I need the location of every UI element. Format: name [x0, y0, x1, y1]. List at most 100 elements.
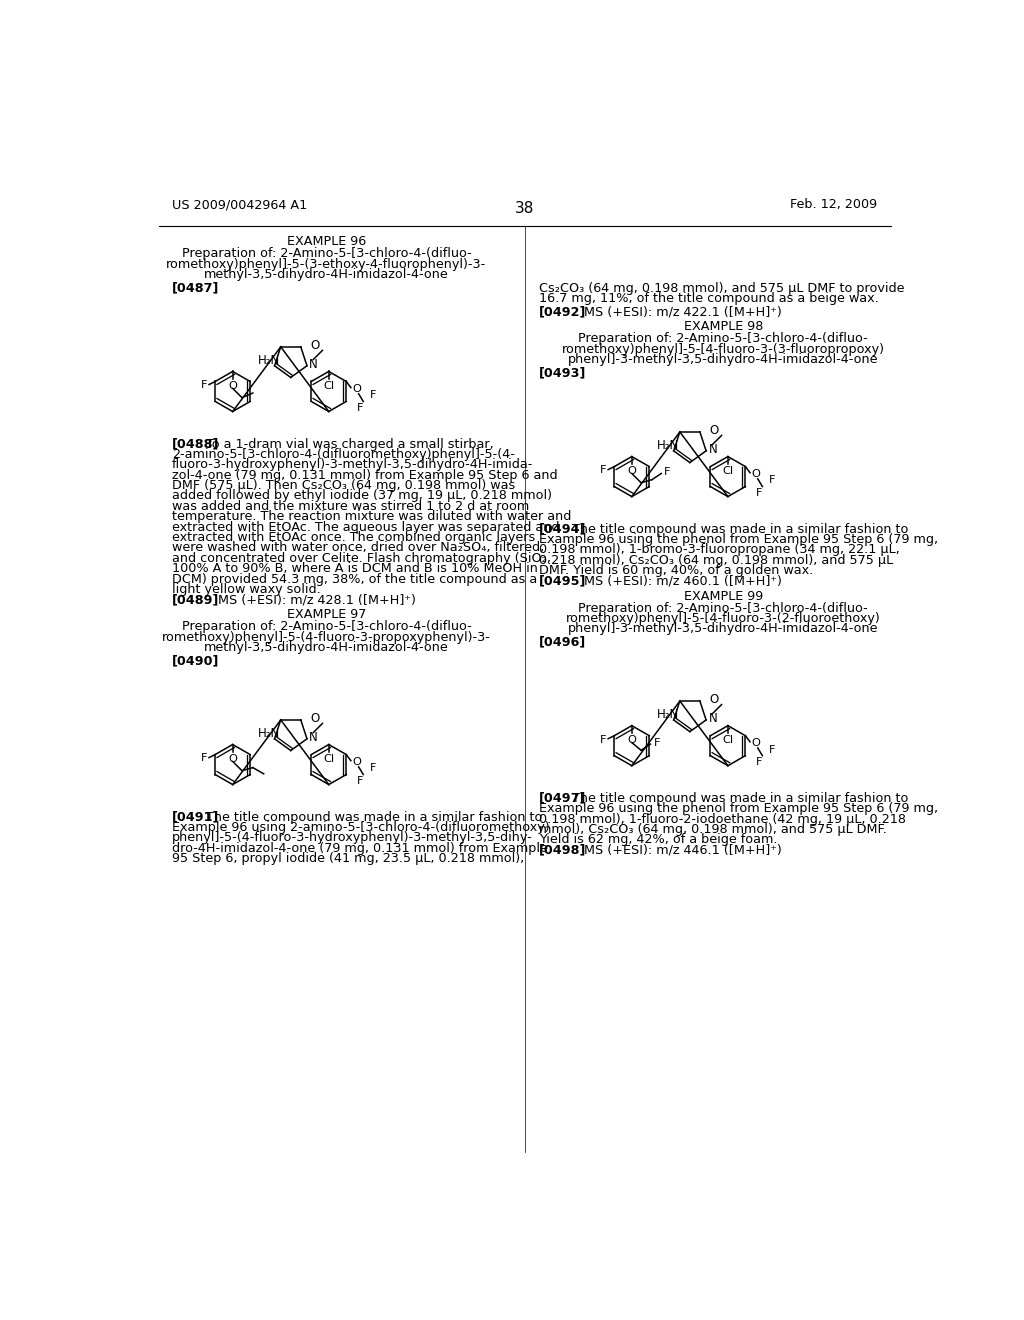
- Text: 95 Step 6, propyl iodide (41 mg, 23.5 μL, 0.218 mmol),: 95 Step 6, propyl iodide (41 mg, 23.5 μL…: [172, 853, 524, 865]
- Text: [0489]: [0489]: [172, 594, 219, 606]
- Text: Feb. 12, 2009: Feb. 12, 2009: [791, 198, 878, 211]
- Text: [0493]: [0493]: [539, 367, 586, 380]
- Text: extracted with EtOAc. The aqueous layer was separated and: extracted with EtOAc. The aqueous layer …: [172, 520, 560, 533]
- Text: [0498]: [0498]: [539, 843, 586, 857]
- Text: O: O: [628, 735, 636, 744]
- Text: F: F: [653, 738, 660, 747]
- Text: dro-4H-imidazol-4-one (79 mg, 0.131 mmol) from Example: dro-4H-imidazol-4-one (79 mg, 0.131 mmol…: [172, 842, 548, 855]
- Text: Cl: Cl: [324, 380, 335, 391]
- Text: N: N: [309, 358, 318, 371]
- Text: To a 1-dram vial was charged a small stirbar,: To a 1-dram vial was charged a small sti…: [202, 437, 494, 450]
- Text: O: O: [710, 424, 719, 437]
- Text: O: O: [310, 339, 319, 352]
- Text: [0492]: [0492]: [539, 305, 586, 318]
- Text: F: F: [600, 466, 606, 475]
- Text: Yield is 62 mg, 42%, of a beige foam.: Yield is 62 mg, 42%, of a beige foam.: [539, 833, 777, 846]
- Text: and concentrated over Celite. Flash chromatography (SiO₂,: and concentrated over Celite. Flash chro…: [172, 552, 551, 565]
- Text: [0488]: [0488]: [172, 437, 219, 450]
- Text: F: F: [769, 475, 775, 486]
- Text: phenyl]-3-methyl-3,5-dihydro-4H-imidazol-4-one: phenyl]-3-methyl-3,5-dihydro-4H-imidazol…: [568, 354, 879, 366]
- Text: 0.198 mmol), 1-bromo-3-fluoropropane (34 mg, 22.1 μL,: 0.198 mmol), 1-bromo-3-fluoropropane (34…: [539, 544, 899, 557]
- Text: DCM) provided 54.3 mg, 38%, of the title compound as a: DCM) provided 54.3 mg, 38%, of the title…: [172, 573, 538, 586]
- Text: extracted with EtOAc once. The combined organic layers: extracted with EtOAc once. The combined …: [172, 531, 536, 544]
- Text: N: N: [309, 731, 318, 743]
- Text: 38: 38: [515, 201, 535, 215]
- Text: O: O: [352, 758, 361, 767]
- Text: Preparation of: 2-Amino-5-[3-chloro-4-(difluo-: Preparation of: 2-Amino-5-[3-chloro-4-(d…: [579, 333, 868, 346]
- Text: EXAMPLE 97: EXAMPLE 97: [287, 609, 367, 622]
- Text: MS (+ESI): m/z 428.1 ([M+H]⁺): MS (+ESI): m/z 428.1 ([M+H]⁺): [202, 594, 416, 606]
- Text: 0.198 mmol), 1-fluoro-2-iodoethane (42 mg, 19 μL, 0.218: 0.198 mmol), 1-fluoro-2-iodoethane (42 m…: [539, 813, 906, 825]
- Text: EXAMPLE 98: EXAMPLE 98: [683, 321, 763, 334]
- Text: 2-amino-5-[3-chloro-4-(difluoromethoxy)phenyl]-5-(4-: 2-amino-5-[3-chloro-4-(difluoromethoxy)p…: [172, 447, 515, 461]
- Text: F: F: [665, 467, 671, 477]
- Text: [0487]: [0487]: [172, 281, 219, 294]
- Text: F: F: [769, 744, 775, 755]
- Text: O: O: [752, 738, 761, 748]
- Text: romethoxy)phenyl]-5-(3-ethoxy-4-fluorophenyl)-3-: romethoxy)phenyl]-5-(3-ethoxy-4-fluoroph…: [166, 257, 486, 271]
- Text: F: F: [370, 391, 376, 400]
- Text: 100% A to 90% B, where A is DCM and B is 10% MeOH in: 100% A to 90% B, where A is DCM and B is…: [172, 562, 538, 576]
- Text: The title compound was made in a similar fashion to: The title compound was made in a similar…: [202, 810, 542, 824]
- Text: F: F: [600, 734, 606, 744]
- Text: 0.218 mmol), Cs₂CO₃ (64 mg, 0.198 mmol), and 575 μL: 0.218 mmol), Cs₂CO₃ (64 mg, 0.198 mmol),…: [539, 554, 893, 566]
- Text: H₂N: H₂N: [656, 438, 679, 451]
- Text: The title compound was made in a similar fashion to: The title compound was made in a similar…: [568, 792, 908, 805]
- Text: F: F: [370, 763, 376, 774]
- Text: Example 96 using the phenol from Example 95 Step 6 (79 mg,: Example 96 using the phenol from Example…: [539, 533, 938, 546]
- Text: F: F: [756, 488, 763, 498]
- Text: O: O: [352, 384, 361, 395]
- Text: methyl-3,5-dihydro-4H-imidazol-4-one: methyl-3,5-dihydro-4H-imidazol-4-one: [204, 642, 449, 655]
- Text: [0491]: [0491]: [172, 810, 219, 824]
- Text: [0495]: [0495]: [539, 574, 586, 587]
- Text: was added and the mixture was stirred 1 to 2 d at room: was added and the mixture was stirred 1 …: [172, 500, 529, 513]
- Text: [0497]: [0497]: [539, 792, 586, 805]
- Text: phenyl]-3-methyl-3,5-dihydro-4H-imidazol-4-one: phenyl]-3-methyl-3,5-dihydro-4H-imidazol…: [568, 622, 879, 635]
- Text: H₂N: H₂N: [258, 727, 280, 739]
- Text: mmol), Cs₂CO₃ (64 mg, 0.198 mmol), and 575 μL DMF.: mmol), Cs₂CO₃ (64 mg, 0.198 mmol), and 5…: [539, 822, 887, 836]
- Text: romethoxy)phenyl]-5-[4-fluoro-3-(3-fluoropropoxy): romethoxy)phenyl]-5-[4-fluoro-3-(3-fluor…: [562, 343, 885, 356]
- Text: added followed by ethyl iodide (37 mg, 19 μL, 0.218 mmol): added followed by ethyl iodide (37 mg, 1…: [172, 490, 552, 503]
- Text: US 2009/0042964 A1: US 2009/0042964 A1: [172, 198, 307, 211]
- Text: Cs₂CO₃ (64 mg, 0.198 mmol), and 575 μL DMF to provide: Cs₂CO₃ (64 mg, 0.198 mmol), and 575 μL D…: [539, 281, 904, 294]
- Text: H₂N: H₂N: [258, 354, 280, 367]
- Text: [0490]: [0490]: [172, 655, 219, 668]
- Text: F: F: [756, 758, 763, 767]
- Text: DMF (575 μL). Then Cs₂CO₃ (64 mg, 0.198 mmol) was: DMF (575 μL). Then Cs₂CO₃ (64 mg, 0.198 …: [172, 479, 515, 492]
- Text: MS (+ESI): m/z 422.1 ([M+H]⁺): MS (+ESI): m/z 422.1 ([M+H]⁺): [568, 305, 782, 318]
- Text: O: O: [228, 754, 238, 764]
- Text: 16.7 mg, 11%, of the title compound as a beige wax.: 16.7 mg, 11%, of the title compound as a…: [539, 292, 879, 305]
- Text: fluoro-3-hydroxyphenyl)-3-methyl-3,5-dihydro-4H-imida-: fluoro-3-hydroxyphenyl)-3-methyl-3,5-dih…: [172, 458, 534, 471]
- Text: Cl: Cl: [324, 754, 335, 764]
- Text: EXAMPLE 96: EXAMPLE 96: [287, 235, 366, 248]
- Text: O: O: [628, 466, 636, 475]
- Text: F: F: [201, 754, 208, 763]
- Text: F: F: [201, 380, 208, 391]
- Text: Example 96 using the phenol from Example 95 Step 6 (79 mg,: Example 96 using the phenol from Example…: [539, 803, 938, 816]
- Text: EXAMPLE 99: EXAMPLE 99: [684, 590, 763, 603]
- Text: N: N: [709, 442, 717, 455]
- Text: O: O: [710, 693, 719, 706]
- Text: [0496]: [0496]: [539, 636, 586, 649]
- Text: N: N: [709, 711, 717, 725]
- Text: O: O: [310, 711, 319, 725]
- Text: methyl-3,5-dihydro-4H-imidazol-4-one: methyl-3,5-dihydro-4H-imidazol-4-one: [204, 268, 449, 281]
- Text: zol-4-one (79 mg, 0.131 mmol) from Example 95 Step 6 and: zol-4-one (79 mg, 0.131 mmol) from Examp…: [172, 469, 558, 482]
- Text: O: O: [228, 380, 238, 391]
- Text: MS (+ESI): m/z 460.1 ([M+H]⁺): MS (+ESI): m/z 460.1 ([M+H]⁺): [568, 574, 782, 587]
- Text: H₂N: H₂N: [656, 708, 679, 721]
- Text: F: F: [357, 403, 364, 413]
- Text: Preparation of: 2-Amino-5-[3-chloro-4-(difluo-: Preparation of: 2-Amino-5-[3-chloro-4-(d…: [181, 620, 471, 634]
- Text: DMF. Yield is 60 mg, 40%, of a golden wax.: DMF. Yield is 60 mg, 40%, of a golden wa…: [539, 564, 813, 577]
- Text: Preparation of: 2-Amino-5-[3-chloro-4-(difluo-: Preparation of: 2-Amino-5-[3-chloro-4-(d…: [181, 247, 471, 260]
- Text: temperature. The reaction mixture was diluted with water and: temperature. The reaction mixture was di…: [172, 511, 571, 523]
- Text: were washed with water once, dried over Na₂SO₄, filtered,: were washed with water once, dried over …: [172, 541, 545, 554]
- Text: [0494]: [0494]: [539, 523, 587, 536]
- Text: Example 96 using 2-amino-5-[3-chloro-4-(difluoromethoxy): Example 96 using 2-amino-5-[3-chloro-4-(…: [172, 821, 550, 834]
- Text: The title compound was made in a similar fashion to: The title compound was made in a similar…: [568, 523, 908, 536]
- Text: MS (+ESI): m/z 446.1 ([M+H]⁺): MS (+ESI): m/z 446.1 ([M+H]⁺): [568, 843, 782, 857]
- Text: phenyl]-5-(4-fluoro-3-hydroxyphenyl)-3-methyl-3,5-dihy-: phenyl]-5-(4-fluoro-3-hydroxyphenyl)-3-m…: [172, 832, 532, 845]
- Text: light yellow waxy solid.: light yellow waxy solid.: [172, 583, 321, 597]
- Text: Cl: Cl: [722, 735, 733, 744]
- Text: romethoxy)phenyl]-5-[4-fluoro-3-(2-fluoroethoxy): romethoxy)phenyl]-5-[4-fluoro-3-(2-fluor…: [566, 612, 881, 624]
